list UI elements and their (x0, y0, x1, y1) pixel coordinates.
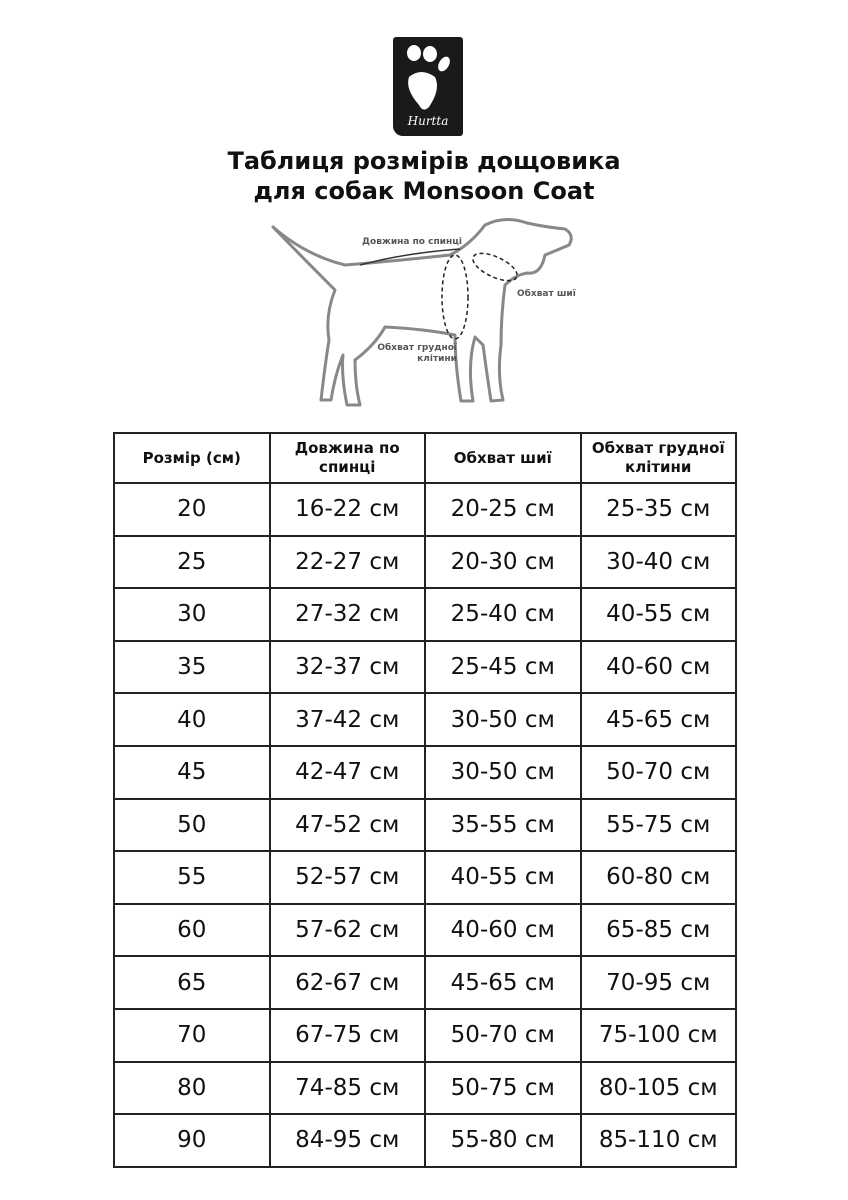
cell-chest: 75-100 см (579, 1007, 737, 1063)
cell-back-length: 57-62 см (268, 902, 426, 958)
cell-size: 35 (113, 639, 271, 695)
cell-chest: 65-85 см (579, 902, 737, 958)
cell-back-length: 22-27 см (268, 534, 426, 590)
header-neck: Обхват шиї (424, 432, 582, 484)
title-line-2: для собак Monsoon Coat (253, 177, 595, 205)
cell-size: 50 (113, 797, 271, 853)
cell-neck: 20-25 см (424, 482, 582, 537)
cell-neck: 20-30 см (424, 534, 582, 590)
cell-back-length: 52-57 см (268, 850, 426, 905)
cell-back-length: 84-95 см (268, 1113, 426, 1168)
table-row: 70 67-75 см 50-70 см 75-100 см (113, 1007, 737, 1063)
cell-chest: 45-65 см (579, 692, 737, 747)
table-row: 30 27-32 см 25-40 см 40-55 см (113, 587, 737, 642)
cell-size: 80 (113, 1060, 271, 1116)
cell-chest: 60-80 см (579, 850, 737, 905)
header-size: Розмір (см) (113, 432, 271, 484)
cell-size: 45 (113, 744, 271, 800)
cell-neck: 25-45 см (424, 639, 582, 695)
cell-neck: 35-55 см (424, 797, 582, 853)
cell-back-length: 67-75 см (268, 1007, 426, 1063)
cell-neck: 50-70 см (424, 1007, 582, 1063)
cell-size: 70 (113, 1007, 271, 1063)
cell-neck: 55-80 см (424, 1113, 582, 1168)
cell-back-length: 16-22 см (268, 482, 426, 537)
cell-back-length: 42-47 см (268, 744, 426, 800)
cell-size: 65 (113, 955, 271, 1010)
cell-chest: 70-95 см (579, 955, 737, 1010)
cell-size: 30 (113, 587, 271, 642)
logo-brand: Hurtta (407, 114, 449, 128)
cell-back-length: 32-37 см (268, 639, 426, 695)
cell-neck: 45-65 см (424, 955, 582, 1010)
cell-chest: 25-35 см (579, 482, 737, 537)
cell-chest: 80-105 см (579, 1060, 737, 1116)
chest-girth-line (441, 254, 469, 340)
table-header-row: Розмір (см) Довжина по спинці Обхват шиї… (113, 432, 737, 484)
cell-neck: 50-75 см (424, 1060, 582, 1116)
cell-chest: 30-40 см (579, 534, 737, 590)
chest-label-line-1: Обхват грудної (377, 343, 457, 353)
title-line-1: Таблиця розмірів дощовика (227, 147, 621, 175)
table-row: 80 74-85 см 50-75 см 80-105 см (113, 1060, 737, 1116)
cell-size: 20 (113, 482, 271, 537)
cell-neck: 25-40 см (424, 587, 582, 642)
cell-neck: 30-50 см (424, 744, 582, 800)
header-chest: Обхват грудної клітини (579, 432, 737, 484)
cell-back-length: 37-42 см (268, 692, 426, 747)
cell-size: 55 (113, 850, 271, 905)
cell-size: 60 (113, 902, 271, 958)
neck-girth-line (472, 252, 518, 282)
table-row: 20 16-22 см 20-25 см 25-35 см (113, 482, 737, 537)
header-back-length: Довжина по спинці (268, 432, 426, 484)
back-length-arrow (359, 248, 461, 266)
cell-neck: 40-55 см (424, 850, 582, 905)
cell-back-length: 47-52 см (268, 797, 426, 853)
back-length-label: Довжина по спинці (362, 237, 462, 247)
cell-chest: 40-60 см (579, 639, 737, 695)
table-row: 50 47-52 см 35-55 см 55-75 см (113, 797, 737, 853)
table-row: 25 22-27 см 20-30 см 30-40 см (113, 534, 737, 590)
cell-chest: 55-75 см (579, 797, 737, 853)
paw-icon (407, 45, 450, 110)
neck-girth-label: Обхват шиї (517, 289, 576, 299)
table-row: 35 32-37 см 25-45 см 40-60 см (113, 639, 737, 695)
cell-neck: 30-50 см (424, 692, 582, 747)
chest-girth-label: Обхват грудної клітини (377, 343, 457, 365)
hurtta-logo: Hurtta (393, 37, 463, 136)
size-table: Розмір (см) Довжина по спинці Обхват шиї… (113, 432, 737, 1168)
cell-size: 40 (113, 692, 271, 747)
table-row: 90 84-95 см 55-80 см 85-110 см (113, 1113, 737, 1168)
cell-chest: 85-110 см (579, 1113, 737, 1168)
page-title: Таблиця розмірів дощовика для собак Mons… (0, 146, 848, 206)
cell-neck: 40-60 см (424, 902, 582, 958)
cell-size: 90 (113, 1113, 271, 1168)
table-row: 40 37-42 см 30-50 см 45-65 см (113, 692, 737, 747)
table-row: 65 62-67 см 45-65 см 70-95 см (113, 955, 737, 1010)
cell-back-length: 62-67 см (268, 955, 426, 1010)
table-row: 60 57-62 см 40-60 см 65-85 см (113, 902, 737, 958)
table-row: 55 52-57 см 40-55 см 60-80 см (113, 850, 737, 905)
cell-back-length: 74-85 см (268, 1060, 426, 1116)
dog-measurement-diagram: Довжина по спинці Обхват шиї Обхват груд… (265, 215, 585, 415)
cell-size: 25 (113, 534, 271, 590)
dog-outline (271, 218, 573, 407)
table-row: 45 42-47 см 30-50 см 50-70 см (113, 744, 737, 800)
cell-back-length: 27-32 см (268, 587, 426, 642)
cell-chest: 40-55 см (579, 587, 737, 642)
chest-label-line-2: клітини (417, 354, 457, 364)
cell-chest: 50-70 см (579, 744, 737, 800)
